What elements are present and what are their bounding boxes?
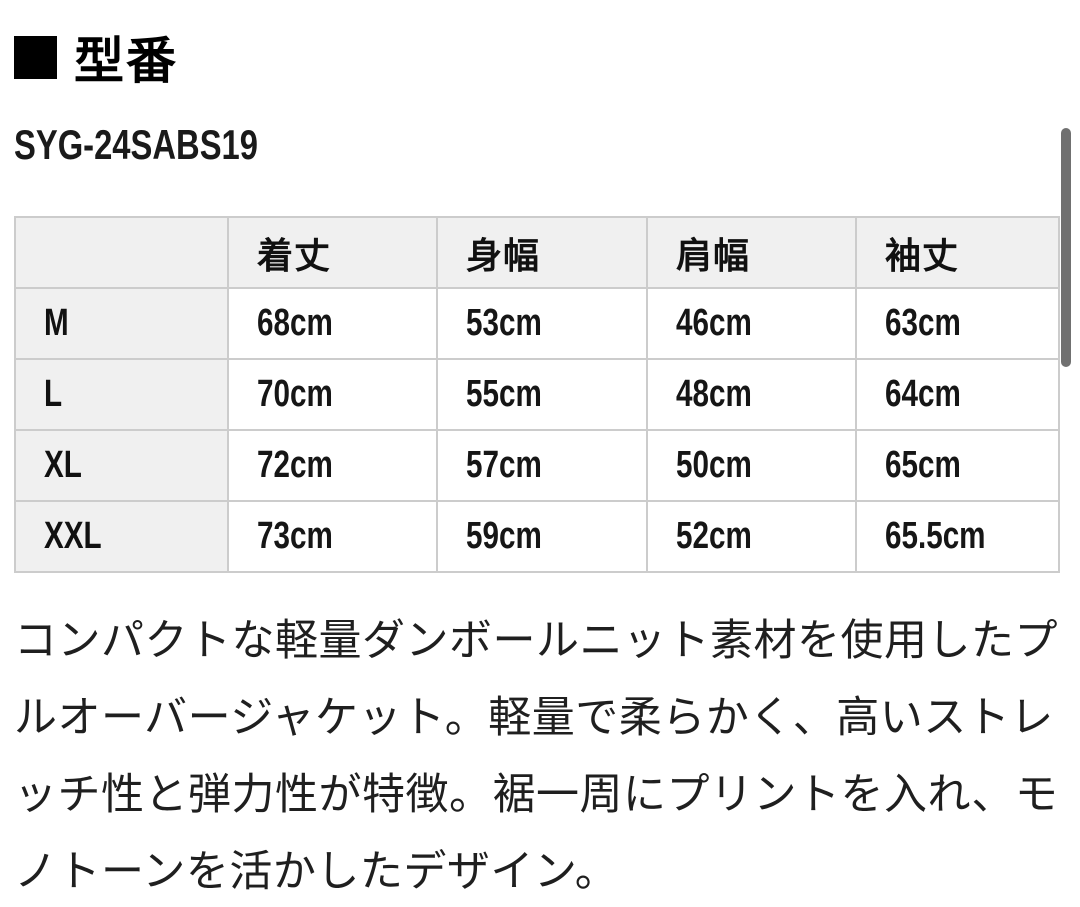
column-header-sleeve-length: 袖丈	[855, 216, 1060, 289]
table-row: XL 72cm 57cm 50cm 65cm	[14, 429, 1060, 502]
value-cell: 55cm	[436, 358, 648, 431]
table-row: M 68cm 53cm 46cm 63cm	[14, 287, 1060, 360]
size-label-cell: L	[14, 358, 229, 431]
table-header-row: 着丈 身幅 肩幅 袖丈	[14, 216, 1060, 289]
value-cell: 63cm	[855, 287, 1060, 360]
size-label-cell: XL	[14, 429, 229, 502]
value-cell: 57cm	[436, 429, 648, 502]
value-cell: 70cm	[227, 358, 438, 431]
value-cell: 65cm	[855, 429, 1060, 502]
page-scrollbar[interactable]	[1061, 128, 1071, 367]
size-chart-table: 着丈 身幅 肩幅 袖丈 M 68cm 53cm 46cm 63cm L 70cm…	[14, 216, 1060, 573]
table-row: XXL 73cm 59cm 52cm 65.5cm	[14, 500, 1060, 573]
value-cell: 68cm	[227, 287, 438, 360]
size-label-cell: M	[14, 287, 229, 360]
value-cell: 48cm	[646, 358, 857, 431]
model-number: SYG-24SABS19	[14, 121, 258, 168]
column-header-length: 着丈	[227, 216, 438, 289]
value-cell: 46cm	[646, 287, 857, 360]
section-title: 型番	[74, 33, 178, 89]
section-heading: 型番	[14, 0, 1066, 89]
table-row: L 70cm 55cm 48cm 64cm	[14, 358, 1060, 431]
product-description: コンパクトな軽量ダンボールニット素材を使用したプルオーバージャケット。軽量で柔ら…	[14, 617, 1059, 896]
value-cell: 50cm	[646, 429, 857, 502]
column-header-blank	[14, 216, 229, 289]
value-cell: 59cm	[436, 500, 648, 573]
value-cell: 73cm	[227, 500, 438, 573]
value-cell: 72cm	[227, 429, 438, 502]
column-header-body-width: 身幅	[436, 216, 648, 289]
value-cell: 64cm	[855, 358, 1060, 431]
value-cell: 53cm	[436, 287, 648, 360]
size-label-cell: XXL	[14, 500, 229, 573]
column-header-shoulder-width: 肩幅	[646, 216, 857, 289]
value-cell: 52cm	[646, 500, 857, 573]
black-square-icon	[14, 35, 57, 79]
value-cell: 65.5cm	[855, 500, 1060, 573]
